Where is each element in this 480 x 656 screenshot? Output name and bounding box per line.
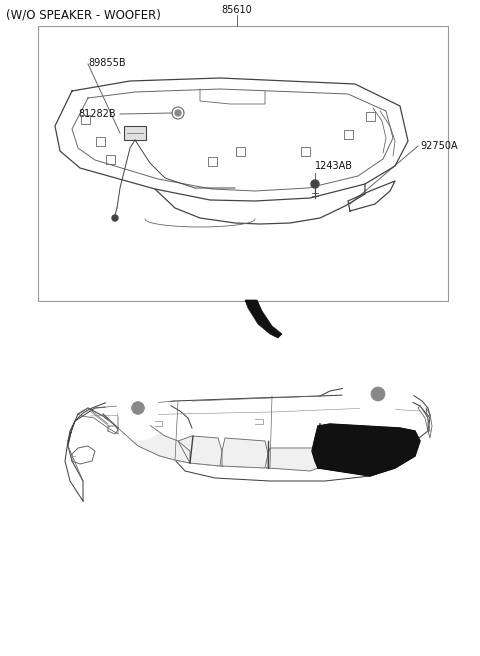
Text: 92750A: 92750A: [420, 141, 457, 151]
Text: 85610: 85610: [222, 5, 252, 15]
Circle shape: [175, 110, 181, 116]
Circle shape: [117, 387, 159, 429]
Circle shape: [371, 387, 385, 401]
Text: 1243AB: 1243AB: [315, 161, 353, 171]
Polygon shape: [178, 436, 222, 466]
Circle shape: [132, 401, 144, 415]
Bar: [236, 146, 244, 155]
Polygon shape: [245, 300, 282, 338]
Bar: [365, 112, 374, 121]
Text: 81282B: 81282B: [78, 109, 116, 119]
Bar: [344, 129, 352, 138]
Circle shape: [311, 180, 319, 188]
Bar: [106, 155, 115, 163]
Text: (W/O SPEAKER - WOOFER): (W/O SPEAKER - WOOFER): [6, 8, 161, 21]
Text: 89855B: 89855B: [88, 58, 126, 68]
Bar: [207, 157, 216, 165]
Bar: [38, 26, 448, 301]
Circle shape: [343, 359, 413, 429]
Bar: [124, 126, 146, 140]
Polygon shape: [222, 438, 268, 468]
Polygon shape: [175, 441, 415, 481]
Polygon shape: [118, 408, 190, 463]
Circle shape: [112, 215, 118, 221]
Circle shape: [106, 376, 170, 440]
Bar: [300, 146, 310, 155]
Polygon shape: [268, 448, 318, 471]
Polygon shape: [65, 394, 430, 501]
Polygon shape: [312, 424, 420, 476]
Bar: [81, 115, 89, 123]
Circle shape: [355, 371, 401, 417]
Bar: [96, 136, 105, 146]
